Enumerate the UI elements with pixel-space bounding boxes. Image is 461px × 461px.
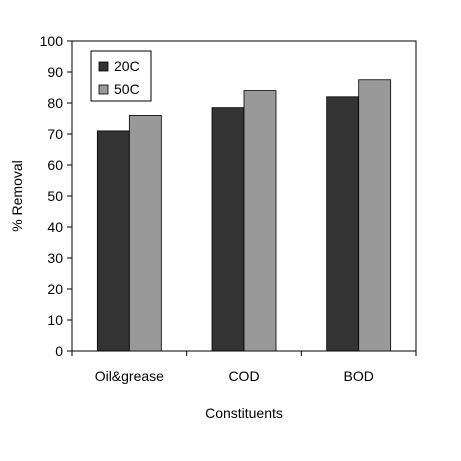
x-tick-label: Oil&grease	[95, 368, 164, 384]
y-tick-label: 30	[47, 250, 63, 266]
x-tick-label: BOD	[343, 368, 373, 384]
y-tick-label: 100	[40, 33, 64, 49]
y-tick-label: 50	[47, 188, 63, 204]
y-tick-label: 80	[47, 95, 63, 111]
y-tick-label: 90	[47, 64, 63, 80]
legend-label-20c: 20C	[114, 58, 140, 74]
bar-20c-cod	[211, 107, 245, 352]
y-tick-label: 40	[47, 219, 63, 235]
y-tick-label: 60	[47, 157, 63, 173]
legend-swatch-50c	[98, 84, 109, 95]
legend: 20C 50C	[90, 50, 152, 102]
y-axis-ticks: 0 10 20 30 40 50 60 70 80 90 100	[40, 33, 72, 359]
bar-50c-cod	[243, 90, 277, 352]
x-axis-tick-labels: Oil&grease COD BOD	[71, 351, 417, 384]
legend-label-50c: 50C	[114, 81, 140, 97]
bar-20c-oil-grease	[96, 130, 130, 352]
bar-50c-oil-grease	[128, 115, 162, 352]
y-tick-label: 0	[55, 343, 63, 359]
legend-swatch-20c	[98, 61, 109, 72]
bar-20c-bod	[326, 96, 360, 352]
bar-50c-bod	[358, 79, 392, 352]
x-tick-label: COD	[228, 368, 259, 384]
bars	[96, 79, 392, 352]
y-tick-label: 20	[47, 281, 63, 297]
y-tick-label: 70	[47, 126, 63, 142]
x-axis-label: Constituents	[205, 405, 283, 421]
y-tick-label: 10	[47, 312, 63, 328]
y-axis-label: % Removal	[9, 160, 25, 232]
